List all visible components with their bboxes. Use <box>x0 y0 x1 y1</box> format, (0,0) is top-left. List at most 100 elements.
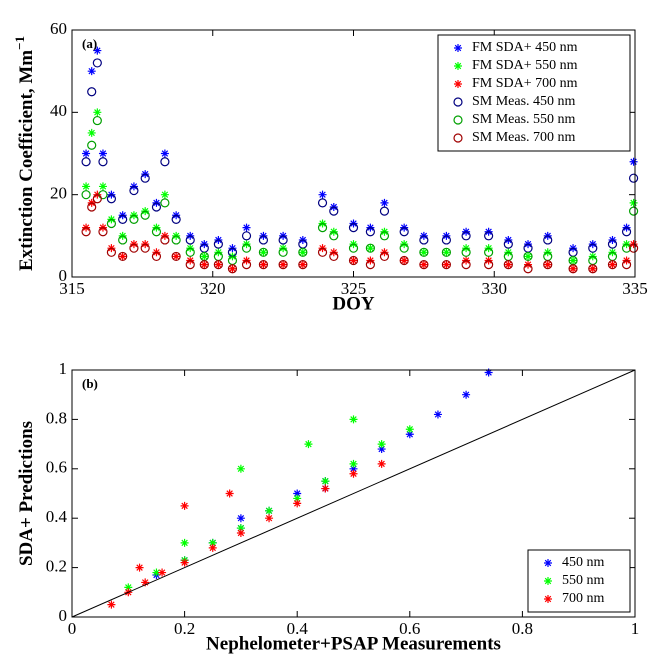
data-point <box>484 260 494 270</box>
y-tick-label: 60 <box>50 19 67 38</box>
data-point <box>348 255 359 266</box>
data-point <box>400 256 409 265</box>
marker-shape <box>366 244 375 253</box>
x-tick-label: 0 <box>68 619 77 638</box>
data-point <box>329 206 339 216</box>
data-point <box>628 243 639 253</box>
y-tick-label: 40 <box>50 101 67 120</box>
marker-shape <box>348 243 359 253</box>
data-point <box>329 251 339 262</box>
legend-marker <box>453 115 463 125</box>
data-point <box>348 243 359 253</box>
data-point <box>106 194 117 204</box>
marker-shape <box>293 489 302 498</box>
marker-shape <box>377 445 386 454</box>
x-axis-label: Nephelometer+PSAP Measurements <box>206 633 501 654</box>
marker-shape <box>318 190 327 199</box>
y-tick-label: 1 <box>59 359 68 378</box>
data-point <box>265 506 274 515</box>
data-point <box>321 477 330 486</box>
marker-shape <box>569 256 578 265</box>
data-point <box>236 524 245 533</box>
legend-marker <box>453 97 463 107</box>
y-tick-label: 0.4 <box>46 507 68 526</box>
data-point <box>92 58 102 68</box>
marker-shape <box>293 494 302 503</box>
one-to-one-line <box>71 369 636 618</box>
marker-shape <box>242 223 251 232</box>
data-point <box>329 231 339 241</box>
panel-annotation: (a) <box>82 36 97 51</box>
marker-shape <box>160 198 170 208</box>
marker-shape <box>441 247 451 257</box>
data-point <box>484 247 494 257</box>
marker-shape <box>82 182 91 191</box>
data-point <box>366 244 375 253</box>
marker-shape <box>349 469 358 478</box>
data-point <box>588 243 598 253</box>
marker-shape <box>628 243 639 253</box>
marker-shape <box>298 260 308 270</box>
marker-shape <box>621 260 632 270</box>
data-point <box>524 252 533 261</box>
legend-label: SM Meas. 700 nm <box>472 130 576 145</box>
x-tick-label: 1 <box>631 619 640 638</box>
y-tick-label: 20 <box>50 184 67 203</box>
data-point <box>171 214 181 224</box>
x-tick-label: 0.6 <box>399 619 420 638</box>
marker-shape <box>241 231 252 241</box>
panel-annotation: (b) <box>82 376 98 391</box>
legend-marker <box>454 44 462 52</box>
marker-shape <box>82 149 91 158</box>
legend-label: FM SDA+ 450 nm <box>472 40 578 55</box>
marker-shape <box>87 128 96 137</box>
marker-shape <box>329 231 339 241</box>
marker-shape <box>461 231 471 241</box>
marker-shape <box>259 248 268 257</box>
marker-shape <box>419 247 429 257</box>
marker-shape <box>348 255 359 266</box>
data-point <box>629 157 638 166</box>
marker-shape <box>329 251 339 262</box>
legend-marker <box>544 595 552 603</box>
marker-shape <box>405 425 414 434</box>
marker-shape <box>118 214 128 224</box>
data-point <box>461 247 471 257</box>
data-point <box>172 252 181 261</box>
data-point <box>543 260 552 269</box>
y-axis-label: SDA+ Predictions <box>16 421 37 566</box>
marker-shape <box>419 260 428 269</box>
data-point <box>279 260 288 269</box>
data-point <box>349 469 358 478</box>
y-tick-label: 0.8 <box>46 408 67 427</box>
marker-shape <box>379 206 390 216</box>
data-point <box>129 185 139 196</box>
marker-shape <box>185 260 195 270</box>
data-point <box>93 108 102 117</box>
data-point <box>241 260 252 270</box>
data-point <box>106 247 117 257</box>
data-point <box>379 206 390 216</box>
marker-shape <box>298 247 308 257</box>
marker-shape <box>93 46 102 55</box>
marker-shape <box>140 173 150 183</box>
data-point <box>200 260 209 269</box>
marker-shape <box>629 157 638 166</box>
marker-shape <box>298 248 307 257</box>
data-point <box>118 251 128 262</box>
data-point <box>160 190 169 199</box>
data-point <box>629 198 638 207</box>
data-point <box>241 243 252 253</box>
marker-shape <box>317 247 328 257</box>
data-point <box>259 260 268 269</box>
marker-shape <box>349 464 358 473</box>
marker-shape <box>160 235 170 245</box>
marker-shape <box>399 255 409 266</box>
marker-shape <box>278 247 288 257</box>
data-point <box>180 558 189 567</box>
marker-shape <box>621 243 632 253</box>
marker-shape <box>118 251 128 262</box>
marker-shape <box>81 157 91 167</box>
data-point <box>92 115 102 126</box>
marker-shape <box>317 198 328 208</box>
